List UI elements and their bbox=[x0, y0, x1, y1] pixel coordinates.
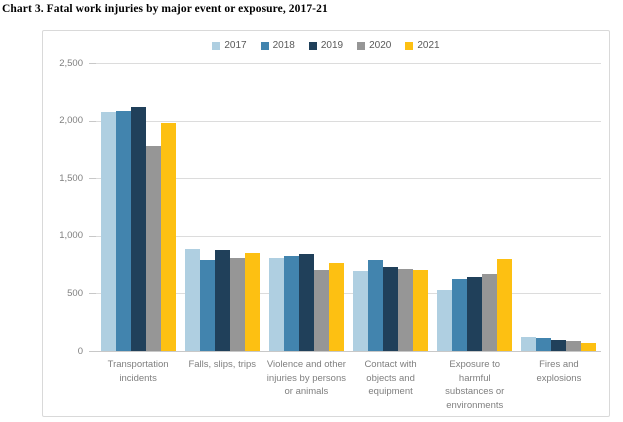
bar-2019 bbox=[551, 339, 567, 351]
bar-2018 bbox=[368, 260, 384, 351]
bar-2020 bbox=[482, 273, 498, 351]
bar-2018 bbox=[283, 255, 299, 351]
x-axis-label: Contact with objects and equipment bbox=[364, 359, 417, 397]
bar-2018 bbox=[199, 259, 215, 351]
y-tick-mark bbox=[89, 351, 96, 352]
bar-2021 bbox=[581, 342, 597, 351]
bar-2017 bbox=[437, 289, 453, 351]
gridline-1,000 bbox=[96, 235, 601, 237]
x-axis-label: Fires and explosions bbox=[536, 359, 582, 384]
gridline-2,000 bbox=[96, 120, 601, 122]
bar-2017 bbox=[100, 111, 116, 351]
legend-swatch-icon bbox=[308, 41, 317, 50]
legend-label: 2020 bbox=[369, 40, 392, 51]
y-tick-mark bbox=[89, 235, 96, 237]
bar-2021 bbox=[328, 263, 344, 351]
bar-2019 bbox=[467, 277, 483, 351]
bars-row bbox=[96, 63, 601, 351]
legend-swatch-icon bbox=[212, 41, 221, 50]
y-tick-label: 0 bbox=[77, 345, 83, 357]
bar-2017 bbox=[353, 270, 369, 351]
bar-group bbox=[264, 63, 348, 351]
legend-label: 2017 bbox=[224, 40, 247, 51]
legend-item-2017: 2017 bbox=[212, 40, 247, 51]
bar-2020 bbox=[145, 146, 161, 351]
bar-group bbox=[517, 63, 601, 351]
bar-2020 bbox=[313, 269, 329, 351]
x-axis-label: Falls, slips, trips bbox=[188, 359, 257, 370]
y-tick-label: 2,500 bbox=[59, 57, 83, 69]
bar-2017 bbox=[521, 336, 537, 351]
y-tick-mark bbox=[89, 293, 96, 295]
bar-2020 bbox=[229, 258, 245, 351]
bar-group bbox=[180, 63, 264, 351]
legend-label: 2021 bbox=[417, 40, 440, 51]
y-tick-label: 1,000 bbox=[59, 230, 83, 242]
legend-swatch-icon bbox=[357, 41, 366, 50]
bar-2017 bbox=[184, 248, 200, 351]
y-tick-label: 2,000 bbox=[59, 115, 83, 127]
y-tick-mark bbox=[89, 120, 96, 122]
bar-group bbox=[433, 63, 517, 351]
x-axis-label: Exposure to harmful substances or environme… bbox=[445, 359, 505, 411]
legend-item-2018: 2018 bbox=[260, 40, 295, 51]
gridline-2,500 bbox=[96, 63, 601, 64]
y-tick-label: 500 bbox=[67, 287, 83, 299]
bar-2021 bbox=[413, 269, 429, 351]
bar-2021 bbox=[160, 122, 176, 351]
bar-2018 bbox=[115, 111, 131, 351]
x-axis-label: Violence and other injuries by persons or … bbox=[266, 359, 347, 397]
bar-2021 bbox=[244, 253, 260, 351]
chart-frame: 2017 2018 2019 2020 2021 0 500 1,000 1,500 2,000… bbox=[42, 30, 610, 417]
bar-2019 bbox=[214, 249, 230, 351]
bar-2018 bbox=[452, 279, 468, 351]
legend-swatch-icon bbox=[260, 41, 269, 50]
legend-label: 2019 bbox=[320, 40, 344, 51]
legend: 2017 2018 2019 2020 2021 bbox=[43, 40, 609, 51]
legend-item-2019: 2019 bbox=[308, 40, 344, 51]
plot-area: 0 500 1,000 1,500 2,000 2,500 bbox=[59, 58, 601, 357]
bar-2020 bbox=[566, 340, 582, 351]
y-tick-label: 1,500 bbox=[59, 172, 83, 184]
bar-group bbox=[349, 63, 433, 351]
legend-item-2020: 2020 bbox=[357, 40, 391, 51]
gridline-500 bbox=[96, 293, 601, 295]
legend-swatch-icon bbox=[405, 41, 414, 50]
legend-item-2021: 2021 bbox=[405, 40, 440, 51]
legend-label: 2018 bbox=[272, 40, 295, 51]
y-tick-mark bbox=[89, 63, 96, 64]
x-axis-line bbox=[96, 351, 601, 352]
bar-2018 bbox=[536, 337, 552, 351]
bar-2017 bbox=[268, 258, 284, 351]
bar-2019 bbox=[383, 266, 399, 351]
bar-2019 bbox=[130, 106, 146, 351]
bar-group bbox=[96, 63, 180, 351]
gridline-1,500 bbox=[96, 178, 601, 180]
x-axis-label: Transportation incidents bbox=[107, 359, 169, 384]
bar-2021 bbox=[497, 259, 513, 351]
bar-2020 bbox=[398, 268, 414, 351]
y-tick-mark bbox=[89, 178, 96, 180]
chart-title: Chart 3. Fatal work injuries by major ev… bbox=[2, 3, 328, 15]
bar-2019 bbox=[298, 254, 314, 351]
